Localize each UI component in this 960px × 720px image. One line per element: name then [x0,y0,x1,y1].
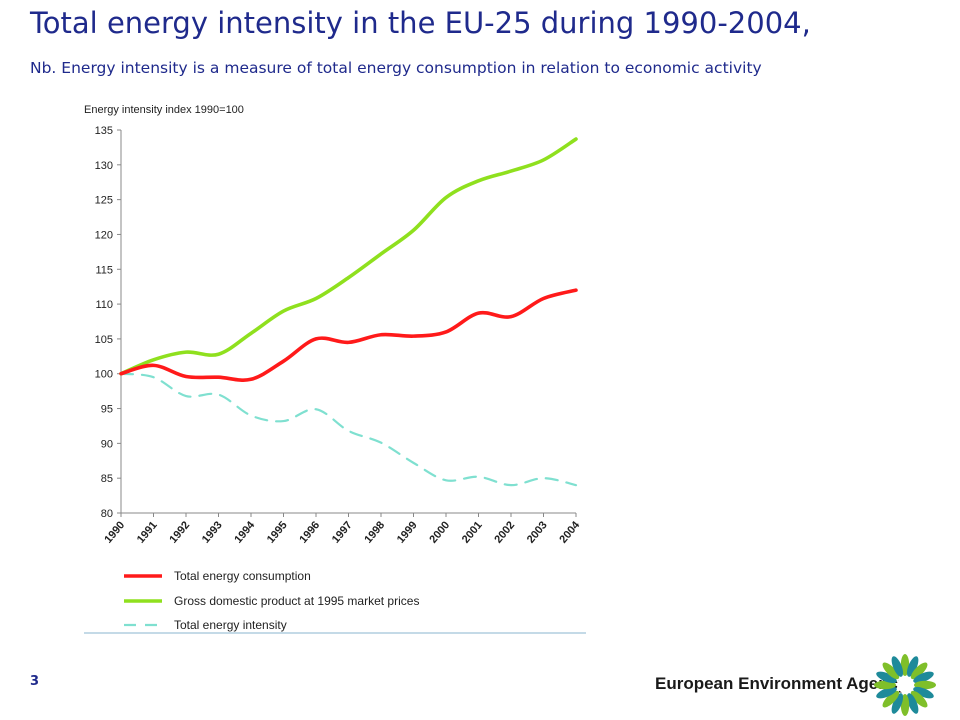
slide-title: Total energy intensity in the EU-25 duri… [30,6,811,40]
logo-petal [906,656,919,677]
y-tick-group: 80 85 90 95 100 105 110 115 120 125 130 135 [95,125,121,520]
y-tick-label: 80 [101,508,113,520]
legend: Total energy consumption Gross domestic p… [124,569,419,632]
logo-petal [891,693,904,714]
legend-label-gdp: Gross domestic product at 1995 market pr… [174,594,419,608]
y-tick-label: 120 [95,229,113,241]
chart-background [80,95,650,640]
y-tick-label: 130 [95,160,113,172]
y-tick-label: 100 [95,369,113,381]
y-tick-label: 90 [101,438,113,450]
logo-petal [900,694,910,716]
page-number: 3 [30,674,40,689]
y-tick-label: 85 [101,473,113,485]
legend-label-intensity: Total energy intensity [174,618,287,632]
y-tick-label: 95 [101,404,113,416]
logo-petal [874,680,896,690]
logo-petal [910,662,928,680]
logo-petal [891,656,904,677]
logo-petal [882,690,900,708]
logo-petal [906,693,919,714]
logo-petal [913,671,934,684]
logo-center [897,677,913,693]
logo-petal [900,654,910,676]
series-line-consumption [119,288,578,382]
y-tick-label: 110 [95,299,113,311]
logo-petal [910,690,928,708]
footer-org-name: European Environment Agency [655,674,908,693]
logo-petal [913,686,934,699]
slide-subtitle: Nb. Energy intensity is a measure of tot… [30,59,762,77]
y-tick-label: 125 [95,195,113,207]
eea-logo-icon [874,654,936,716]
logo-petal [882,662,900,680]
line-chart: Energy intensity index 1990=100 80 85 90 95… [80,95,650,640]
y-tick-label: 135 [95,125,113,137]
series-lines [119,137,578,487]
y-axis-title: Energy intensity index 1990=100 [84,104,244,116]
legend-label-consumption: Total energy consumption [174,569,311,583]
y-tick-label: 115 [95,264,113,276]
logo-petal [876,686,897,699]
logo-petal [876,671,897,684]
y-tick-label: 105 [95,334,113,346]
logo-petal [914,680,936,690]
series-line-gdp [119,137,578,376]
